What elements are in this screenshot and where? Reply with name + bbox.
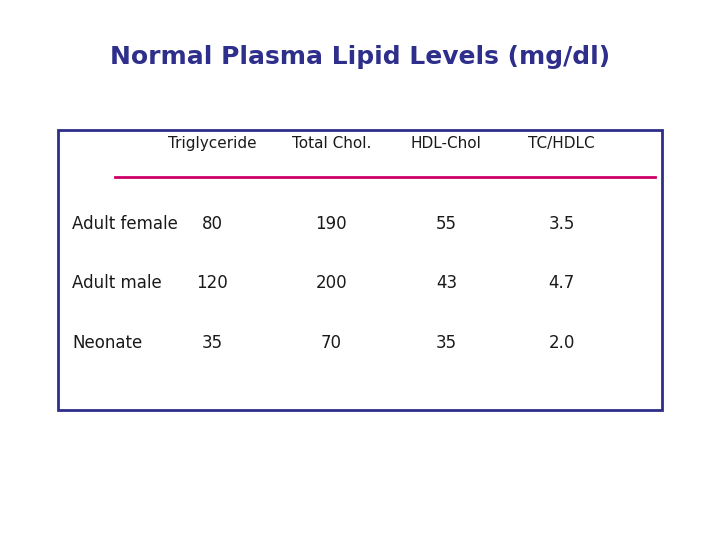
Text: 43: 43 xyxy=(436,274,457,293)
Text: Total Chol.: Total Chol. xyxy=(292,136,371,151)
Text: Normal Plasma Lipid Levels (mg/dl): Normal Plasma Lipid Levels (mg/dl) xyxy=(110,45,610,69)
Text: Neonate: Neonate xyxy=(72,334,143,352)
Text: 120: 120 xyxy=(197,274,228,293)
Text: Triglyceride: Triglyceride xyxy=(168,136,257,151)
Text: TC/HDLC: TC/HDLC xyxy=(528,136,595,151)
Text: 70: 70 xyxy=(320,334,342,352)
Text: 3.5: 3.5 xyxy=(549,215,575,233)
Text: Adult male: Adult male xyxy=(72,274,162,293)
Text: 55: 55 xyxy=(436,215,457,233)
Text: 35: 35 xyxy=(202,334,223,352)
Text: 80: 80 xyxy=(202,215,223,233)
Text: Adult female: Adult female xyxy=(72,215,178,233)
Text: 190: 190 xyxy=(315,215,347,233)
Text: 2.0: 2.0 xyxy=(549,334,575,352)
Text: 4.7: 4.7 xyxy=(549,274,575,293)
Text: 35: 35 xyxy=(436,334,457,352)
Text: HDL-Chol: HDL-Chol xyxy=(411,136,482,151)
Text: 200: 200 xyxy=(315,274,347,293)
